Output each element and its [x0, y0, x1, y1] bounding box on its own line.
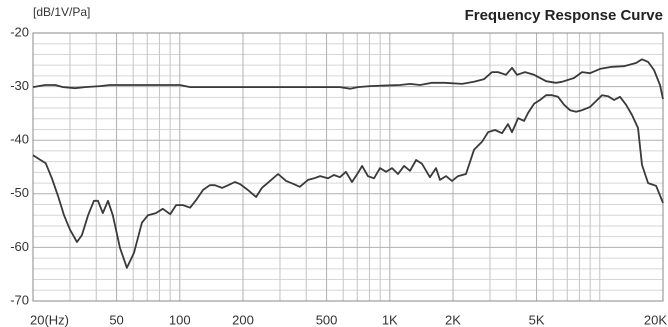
- x-tick-label: 5K: [529, 312, 545, 327]
- y-tick-label: -50: [10, 185, 29, 200]
- y-tick-label: -60: [10, 239, 29, 254]
- y-axis-label: [dB/1V/Pa]: [33, 5, 90, 19]
- x-tick-label: 100: [169, 312, 191, 327]
- chart-title: Frequency Response Curve: [465, 7, 663, 24]
- y-tick-label: -30: [10, 78, 29, 93]
- x-tick-label: 1K: [382, 312, 398, 327]
- x-tick-label: 20K: [644, 312, 667, 327]
- response-line: [32, 94, 664, 269]
- y-tick-label: -40: [10, 132, 29, 147]
- x-tick-label: 50: [109, 312, 123, 327]
- x-tick-label: 200: [232, 312, 254, 327]
- x-tick-label: 2K: [445, 312, 461, 327]
- y-tick-label: -70: [10, 292, 29, 307]
- x-tick-label: 20(Hz): [30, 312, 69, 327]
- response-line: [32, 58, 664, 100]
- plot-frame: [32, 32, 664, 302]
- y-tick-label: -20: [10, 24, 29, 39]
- x-tick-label: 500: [316, 312, 338, 327]
